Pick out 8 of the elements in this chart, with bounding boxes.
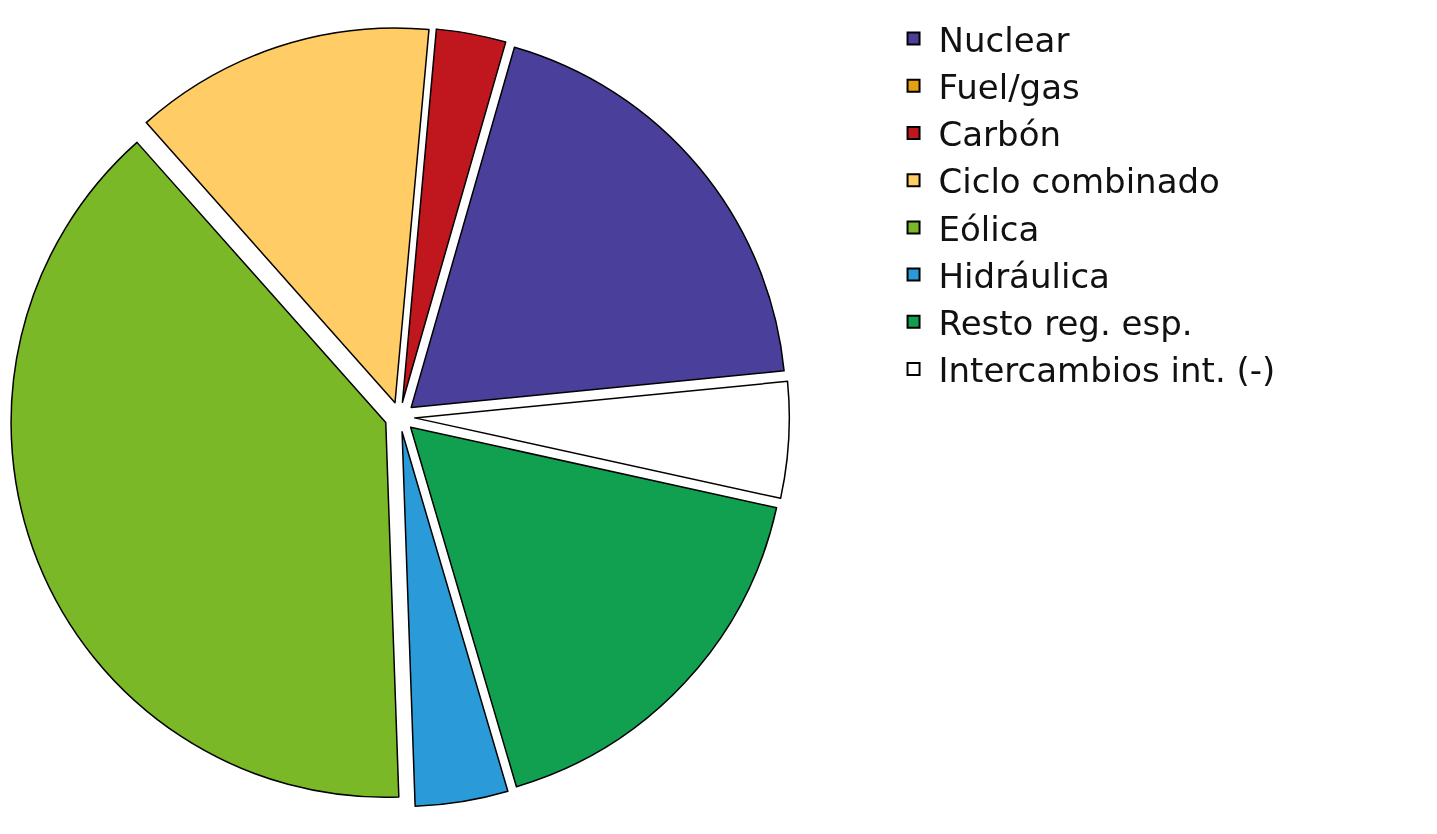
legend-label: Hidráulica <box>938 255 1110 296</box>
legend-label: Carbón <box>938 114 1062 155</box>
legend-label: Resto reg. esp. <box>938 303 1193 344</box>
legend-label: Intercambios int. (-) <box>938 350 1276 391</box>
legend-label: Ciclo combinado <box>938 161 1220 202</box>
legend-label: Eólica <box>938 208 1040 249</box>
legend-label: Nuclear <box>938 19 1070 60</box>
legend-label: Fuel/gas <box>938 67 1080 108</box>
